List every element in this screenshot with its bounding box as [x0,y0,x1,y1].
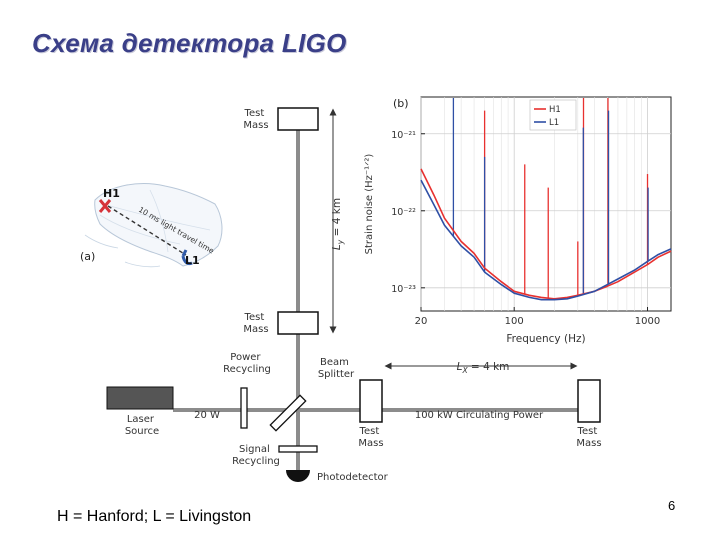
panel-a-tag: (a) [80,250,95,263]
plot-ticks: 20 100 1000 10⁻²³ 10⁻²² 10⁻²¹ [391,130,660,327]
test-mass-top-label-2: Mass [243,120,268,131]
circulating-power-label: 100 kW Circulating Power [415,410,544,421]
x-tick-label: 1000 [635,316,660,327]
legend-label-l1: L1 [549,118,559,128]
signal-recycling-mirror [278,445,318,453]
chart-tag: (b) [393,97,409,110]
l1-site-icon [181,249,193,266]
legend-label-h1: H1 [549,105,561,115]
test-mass-x-far-label-2: Mass [576,438,601,449]
laser-source-label-1: Laser [127,414,155,425]
photodetector-icon [286,470,310,482]
test-mass-top [277,107,319,131]
x-axis-label: Frequency (Hz) [506,333,585,345]
svg-text:Test Mass: Test Mass [576,426,601,449]
photodetector-label: Photodetector [317,472,389,483]
interferometer: Test Mass Test Mass Ly = 4 km Power Recy… [106,107,602,483]
test-mass-x-near-label-1: Test [359,426,380,437]
test-mass-mid-label-1: Test [244,312,265,323]
svg-text:Test Mass: Test Mass [358,426,383,449]
y-tick-label: 10⁻²² [391,207,416,218]
footnote: H = Hanford; L = Livingston [57,508,252,525]
test-mass-x-near-label-2: Mass [358,438,383,449]
svg-text:Test Mass: Test Mass [243,108,268,131]
test-mass-x-far [577,379,601,423]
svg-text:Test Mass: Test Mass [243,312,268,335]
plot-legend: H1 L1 [529,99,577,131]
us-map-panel: H1 L1 10 ms light travel time (a) [80,183,223,268]
signal-recycling-label-2: Recycling [232,456,280,467]
power-recycling-mirror [240,387,248,429]
laser-source-box [106,386,174,410]
page-number: 6 [668,498,676,513]
test-mass-x-far-label-1: Test [577,426,598,437]
test-mass-mid-label-2: Mass [243,324,268,335]
svg-text:Laser Source: Laser Source [125,414,159,437]
site-l1-label: L1 [185,254,200,267]
travel-path [107,205,187,256]
svg-text:Signal Recycling: Signal Recycling [232,444,280,467]
slide-title: Схема детектора LIGO [32,28,347,58]
site-h1-label: H1 [103,187,120,200]
y-tick-label: 10⁻²³ [391,284,416,295]
noise-chart: (b) 20 100 1000 10⁻²³ 10⁻²² 10⁻²¹ H1 L1 Frequ… [364,96,672,345]
beam-splitter [269,394,307,432]
laser-source-label-2: Source [125,426,159,437]
y-axis-label: Strain noise (Hz⁻¹ᐟ²) [364,154,375,255]
plot-lines [420,168,672,301]
x-tick-label: 20 [415,316,428,327]
power-recycling-label-2: Recycling [223,364,271,375]
test-mass-top-label-1: Test [244,108,265,119]
y-tick-label: 10⁻²¹ [391,130,416,141]
svg-text:Beam Splitter: Beam Splitter [318,357,355,380]
series-line-l1 [420,179,672,301]
power-recycling-label-1: Power [230,352,261,363]
plot-spikes [452,98,649,299]
us-map-outline [94,183,223,267]
beam-splitter-label-2: Splitter [318,369,355,380]
beam-splitter-label-1: Beam [320,357,349,368]
series-line-h1 [420,168,672,300]
signal-recycling-label-1: Signal [239,444,270,455]
test-mass-x-near [359,379,383,423]
y-arm-length-label: Ly = 4 km [331,198,345,250]
laser-power-label: 20 W [194,410,220,421]
svg-text:Power Recycling: Power Recycling [223,352,271,375]
h1-site-icon [98,199,112,213]
x-tick-label: 100 [505,316,524,327]
test-mass-mid [277,311,319,335]
legend-box [529,99,577,131]
x-arm-length-label: LX = 4 km [457,361,510,375]
